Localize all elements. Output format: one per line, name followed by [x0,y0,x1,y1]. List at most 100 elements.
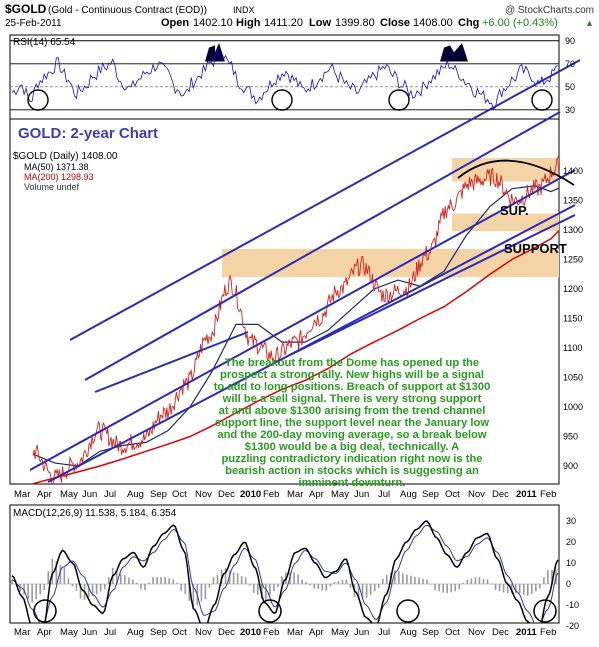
macd-histogram-bar [59,564,62,584]
price-tick-label: 1300 [563,225,583,235]
macd-histogram-bar [450,584,453,593]
chg-label: Chg [458,17,479,29]
macd-low-circle [33,599,57,623]
macd-plot [10,520,559,623]
macd-histogram-bar [434,584,436,591]
macd-histogram-bar [168,578,170,584]
x-tick-label: Feb [263,627,279,638]
macd-line [11,520,559,623]
x-tick-label: Jul [378,489,390,500]
commentary-line: at and above $1300 arising from the tren… [219,405,486,417]
macd-tick-label: 10 [566,558,576,568]
price-legend: $GOLD (Daily) 1408.00 [13,151,118,162]
ma50-line [32,185,559,467]
x-tick-label: 2011 [516,489,537,500]
macd-tick-label: 30 [566,516,576,526]
rsi-oversold-circle [531,89,553,111]
macd-histogram-bar [317,584,320,590]
macd-tick-label: -10 [566,600,579,610]
macd-histogram-bar [244,577,247,584]
macd-histogram-bar [430,584,432,585]
rsi-oversold-circle [271,89,293,111]
macd-histogram-bar [55,560,58,584]
source-credit: @ StockCharts.com [505,5,594,16]
macd-histogram-bar [341,579,344,584]
price-layer [29,59,581,484]
exchange-label: INDX [233,5,255,15]
macd-histogram-bar [87,584,90,598]
macd-histogram-bar [482,578,485,584]
macd-histogram-bar [498,584,501,592]
macd-histogram-bar [486,579,489,584]
macd-histogram-bar [152,577,154,584]
rsi-oversold-circle [388,89,410,111]
rsi-tick-label: 70 [565,59,575,69]
macd-histogram-bar [394,570,396,584]
price-tick-label: 1350 [563,196,583,206]
macd-histogram-bar [547,570,549,584]
macd-histogram-bar [446,584,448,594]
x-tick-label: Apr [309,627,324,638]
macd-histogram-bar [273,584,275,592]
macd-histogram-bar [119,573,122,584]
commentary-line: will be a sell signal. There is very str… [222,393,482,405]
x-tick-label: Sep [150,627,167,638]
x-tick-label: Dec [492,627,509,638]
macd-histogram-bar [357,584,360,598]
macd-histogram-bar [176,583,179,584]
macd-histogram-bar [75,584,78,591]
x-tick-label: May [60,627,78,638]
macd-histogram-bar [212,577,215,584]
price-tick-label: 900 [563,461,578,471]
macd-layer [10,520,559,623]
rsi-legend: RSI(14) 65.54 [13,37,76,48]
x-tick-label: Sep [422,627,439,638]
macd-tick-label: 0 [566,579,571,589]
x-tick-label: Mar [14,489,30,500]
high-label: High [236,17,261,29]
instrument-name: (Gold - Continuous Contract (EOD)) [48,5,207,16]
x-tick-label: Aug [400,489,417,500]
macd-histogram-bar [31,584,33,603]
chg-value: +6.00 (+0.43%) [482,17,558,29]
macd-histogram-bar [490,583,493,585]
macd-histogram-bar [466,579,469,584]
commentary-line: The breakout from the Dome has opened up… [225,357,479,369]
open-value: 1402.10 [193,17,233,29]
date-label: 25-Feb-2011 [5,18,62,29]
macd-histogram-bar [79,584,82,599]
x-tick-label: Mar [287,489,303,500]
macd-histogram-bar [240,576,243,584]
macd-histogram-bar [51,558,54,584]
x-tick-label: Oct [445,489,460,500]
commentary-line: and the 200-day moving average, so a bre… [217,429,487,441]
rsi-line [11,49,558,110]
channel-line [29,169,576,471]
x-tick-label: Dec [218,489,235,500]
x-tick-label: Nov [468,627,485,638]
rsi-tick-label: 50 [565,82,575,92]
macd-tick-label: -20 [566,621,579,631]
macd-histogram-bar [502,584,505,593]
macd-histogram-bar [11,579,13,584]
rsi-oversold-circle [27,89,49,111]
x-tick-label: Jun [82,489,97,500]
x-tick-label: Mar [14,627,30,638]
commentary-text: The breakout from the Dome has opened up… [214,357,491,489]
x-tick-label: Feb [540,627,556,638]
macd-histogram-bar [265,584,267,600]
axis-layer: 90 70 50 30 1400 1350 1300 1250 1200 1150 1100 1050… [14,36,583,638]
x-tick-label: Apr [309,489,324,500]
macd-histogram-bar [458,584,461,590]
x-tick-label: Mar [287,627,303,638]
x-tick-label: Jul [104,489,116,500]
channel-line [69,59,581,341]
symbol-label: $GOLD [5,2,47,16]
macd-histogram-bar [281,576,283,584]
macd-histogram-bar [418,577,420,584]
support-label: SUPPORT [504,241,567,256]
macd-signal-line [11,524,559,623]
macd-histogram-bar [236,573,239,584]
x-tick-label: Sep [422,489,439,500]
macd-histogram-bar [107,577,110,584]
